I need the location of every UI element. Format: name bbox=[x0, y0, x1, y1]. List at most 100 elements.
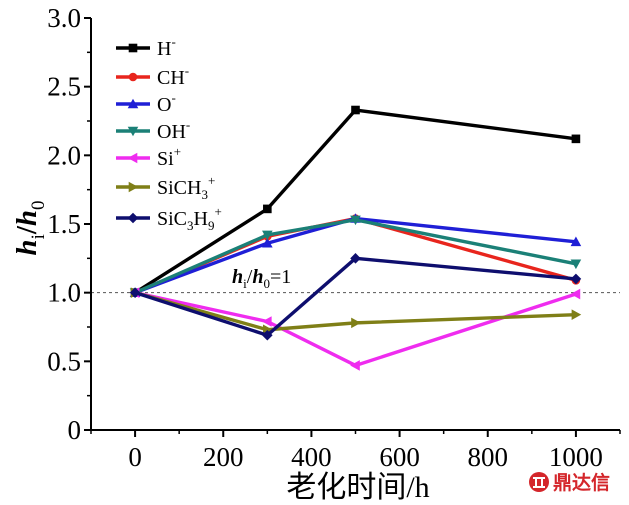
legend-entry-oh: OH- bbox=[116, 117, 190, 143]
series-3-point-1 bbox=[262, 230, 273, 241]
ref-label-h1: h bbox=[232, 266, 243, 288]
y-label-sub2: 0 bbox=[28, 200, 49, 210]
legend-marker-shape-3 bbox=[127, 126, 139, 137]
legend-marker-shape-6 bbox=[127, 212, 139, 224]
legend-marker-oh bbox=[127, 126, 139, 137]
y-tick-label-6: 3.0 bbox=[47, 3, 81, 33]
legend-label-sic3h9-sup: + bbox=[214, 204, 221, 219]
legend-label-sich3-sup: + bbox=[208, 173, 215, 188]
series-4-point-1 bbox=[262, 316, 272, 327]
legend-label-sich3: SiCH3+ bbox=[157, 173, 215, 202]
legend-entry-ch: CH- bbox=[116, 63, 189, 89]
series-2-point-1 bbox=[262, 237, 273, 248]
series-4-point-2 bbox=[350, 360, 360, 371]
series-4 bbox=[129, 287, 581, 371]
series-5-point-3 bbox=[571, 309, 582, 320]
y-axis-title: hi/h0 bbox=[11, 200, 49, 255]
legend-label-oh-sup: - bbox=[186, 117, 190, 132]
legend-label-h: H- bbox=[157, 34, 176, 60]
series-6-point-0 bbox=[129, 287, 141, 298]
series-0-point-3 bbox=[571, 134, 581, 144]
ref-label-sub2: 0 bbox=[263, 276, 270, 291]
x-tick-label-3: 600 bbox=[379, 442, 420, 472]
y-tick-label-1: 0.5 bbox=[47, 346, 81, 376]
x-tick-label-0: 0 bbox=[128, 442, 142, 472]
ref-label-sub1: i bbox=[243, 276, 247, 291]
series-5-point-2 bbox=[351, 317, 361, 329]
watermark-logo-icon bbox=[529, 472, 549, 492]
legend-label-sic3h9-name2: H bbox=[194, 208, 208, 230]
legend-label-o: O- bbox=[157, 90, 176, 116]
legend-label-si-name: Si bbox=[157, 148, 174, 170]
y-tick-label-4: 2.0 bbox=[47, 140, 81, 170]
legend-marker-shape-1 bbox=[128, 72, 138, 82]
series-line-0 bbox=[134, 108, 577, 295]
series-0-point-1 bbox=[263, 204, 272, 214]
legend-marker-sich3 bbox=[128, 181, 139, 193]
reference-line-label: hi/h0=1 bbox=[232, 266, 291, 291]
legend: H- CH- O- OH- Si+ SiCH3+ bbox=[116, 34, 222, 233]
legend-entry-sich3: SiCH3+ bbox=[116, 173, 215, 202]
legend-label-oh-name: OH bbox=[157, 121, 186, 143]
y-tick-label-0: 0 bbox=[68, 415, 82, 445]
y-tick-labels: 0 0.5 1.0 1.5 2.0 2.5 3.0 bbox=[47, 3, 81, 445]
legend-label-sic3h9-sub: 3 bbox=[187, 218, 194, 233]
legend-label-sich3-sub: 3 bbox=[201, 187, 208, 202]
series-6 bbox=[129, 253, 582, 341]
legend-marker-shape-0 bbox=[128, 43, 138, 53]
series-line-3 bbox=[134, 218, 577, 295]
legend-label-sic3h9: SiC3H9+ bbox=[157, 204, 222, 233]
ref-label-eq: =1 bbox=[270, 266, 291, 288]
watermark-text: 鼎达信 bbox=[553, 471, 610, 494]
legend-entry-h: H- bbox=[116, 34, 176, 60]
x-tick-label-1: 200 bbox=[203, 442, 244, 472]
legend-label-sic3h9-sub2: 9 bbox=[208, 218, 215, 233]
series-layer bbox=[129, 105, 582, 371]
legend-label-sich3-name: SiCH bbox=[157, 177, 201, 199]
series-line-2 bbox=[134, 216, 577, 295]
x-tick-labels: 0 200 400 600 800 1000 bbox=[128, 442, 603, 472]
x-tick-label-4: 800 bbox=[468, 442, 509, 472]
legend-marker-shape-2 bbox=[127, 98, 139, 109]
legend-label-si: Si+ bbox=[157, 144, 181, 170]
series-4-point-3 bbox=[570, 288, 581, 300]
legend-label-si-sup: + bbox=[174, 144, 181, 159]
legend-marker-si bbox=[127, 152, 138, 164]
series-3-point-2 bbox=[350, 215, 361, 226]
legend-entry-o: O- bbox=[116, 90, 176, 116]
series-line-6 bbox=[134, 256, 577, 337]
y-label-slash: / bbox=[11, 225, 43, 235]
legend-label-sic3h9-name: SiC bbox=[157, 208, 187, 230]
watermark-logo-glyph-icon bbox=[533, 477, 545, 488]
ref-label-slash: / bbox=[247, 266, 253, 288]
y-tick-label-2: 1.0 bbox=[47, 278, 81, 308]
y-tick-label-5: 2.5 bbox=[47, 72, 81, 102]
legend-label-oh: OH- bbox=[157, 117, 190, 143]
legend-label-h-sup: - bbox=[171, 34, 175, 49]
legend-label-ch: CH- bbox=[157, 63, 189, 89]
series-line-4 bbox=[134, 291, 577, 368]
legend-marker-h bbox=[128, 43, 138, 53]
legend-marker-o bbox=[127, 98, 139, 109]
legend-label-o-name: O bbox=[157, 94, 171, 116]
series-2-point-3 bbox=[570, 236, 582, 247]
y-label-h1: h bbox=[11, 239, 43, 255]
series-5 bbox=[130, 287, 582, 336]
series-3-point-3 bbox=[570, 259, 582, 270]
legend-marker-sic3h9 bbox=[127, 212, 139, 224]
series-6-point-3 bbox=[570, 273, 582, 285]
legend-label-h-name: H bbox=[157, 38, 171, 60]
legend-label-ch-name: CH bbox=[157, 67, 185, 89]
series-0-point-2 bbox=[351, 105, 360, 115]
series-6-point-1 bbox=[262, 329, 273, 341]
y-label-h2: h bbox=[11, 210, 43, 226]
y-tick-label-3: 1.5 bbox=[47, 209, 81, 239]
legend-marker-shape-5 bbox=[128, 181, 139, 193]
legend-label-o-sup: - bbox=[171, 90, 175, 105]
ref-label-h2: h bbox=[252, 266, 263, 288]
watermark: 鼎达信 bbox=[529, 471, 610, 494]
axes bbox=[84, 17, 621, 437]
x-axis-title: 老化时间/h bbox=[286, 471, 429, 504]
y-label-sub1: i bbox=[28, 234, 49, 239]
